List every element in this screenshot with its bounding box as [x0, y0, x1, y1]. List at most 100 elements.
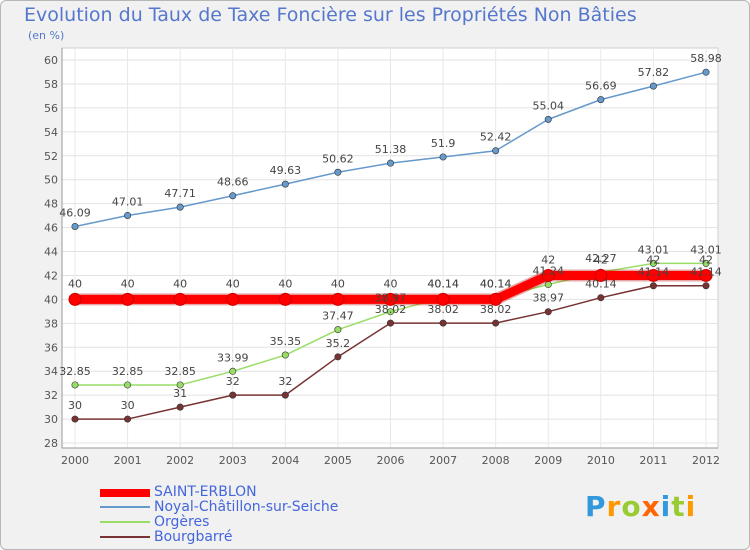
data-point [594, 268, 608, 282]
data-point [331, 292, 345, 306]
y-tick-label: 54 [44, 126, 58, 139]
data-point [699, 268, 713, 282]
data-point [71, 222, 79, 230]
y-tick-label: 36 [44, 341, 58, 354]
data-point [492, 319, 500, 327]
y-tick-label: 40 [44, 293, 58, 306]
x-tick-label: 2008 [482, 454, 510, 467]
legend-item-saint-erblon: SAINT-ERBLON [100, 484, 400, 500]
y-tick-label: 44 [44, 246, 58, 259]
x-tick-label: 2002 [166, 454, 194, 467]
y-tick-label: 30 [44, 413, 58, 426]
data-label: 40 [384, 277, 398, 290]
logo-letter: i [685, 490, 697, 523]
data-label: 40 [331, 277, 345, 290]
data-label: 51.9 [431, 137, 456, 150]
data-label: 55.04 [533, 99, 565, 112]
data-point [334, 168, 342, 176]
data-label: 58.98 [690, 52, 722, 65]
data-label: 47.01 [112, 195, 144, 208]
data-label: 41.24 [533, 265, 565, 278]
data-point [649, 82, 657, 90]
data-label: 46.09 [59, 206, 91, 219]
data-point [68, 292, 82, 306]
data-point [597, 294, 605, 302]
data-point [492, 147, 500, 155]
data-point [489, 292, 503, 306]
data-point [702, 68, 710, 76]
data-point [649, 282, 657, 290]
legend-label: SAINT-ERBLON [154, 484, 257, 500]
data-label: 40.14 [480, 278, 512, 291]
data-point [229, 192, 237, 200]
data-label: 41.14 [690, 266, 722, 279]
logo-letter: i [660, 490, 672, 523]
data-point [702, 259, 710, 267]
data-point [541, 268, 555, 282]
data-label: 40.14 [427, 277, 459, 290]
legend-label: Noyal-Châtillon-sur-Seiche [154, 499, 339, 515]
data-point [121, 292, 135, 306]
data-point [71, 415, 79, 423]
x-tick-label: 2010 [587, 454, 615, 467]
data-label: 31 [173, 387, 187, 400]
data-label: 48.66 [217, 176, 249, 189]
data-label: 32.85 [112, 365, 144, 378]
y-tick-label: 56 [44, 102, 58, 115]
data-point [173, 292, 187, 306]
data-label: 30 [121, 399, 135, 412]
data-label: 51.38 [375, 143, 407, 156]
data-label: 40 [68, 277, 82, 290]
x-tick-label: 2003 [219, 454, 247, 467]
proxiti-logo: Proxiti [585, 490, 696, 523]
data-label: 56.69 [585, 80, 617, 93]
data-point [334, 326, 342, 334]
data-label: 57.82 [638, 66, 670, 79]
data-label: 40 [173, 277, 187, 290]
data-label: 38.02 [480, 303, 512, 316]
data-point [229, 367, 237, 375]
data-point [124, 415, 132, 423]
y-tick-label: 46 [44, 222, 58, 235]
data-label: 35.2 [326, 337, 351, 350]
x-tick-label: 2012 [692, 454, 720, 467]
data-label: 32 [226, 375, 240, 388]
data-label: 38.02 [427, 303, 459, 316]
data-label: 38.97 [533, 292, 565, 305]
data-label: 40.14 [427, 278, 459, 291]
data-label: 40 [121, 277, 135, 290]
y-tick-label: 32 [44, 389, 58, 402]
data-label: 42 [594, 253, 608, 266]
data-label: 40 [226, 277, 240, 290]
data-label: 52.42 [480, 131, 512, 144]
data-point [229, 391, 237, 399]
x-tick-label: 2011 [639, 454, 667, 467]
data-label: 33.99 [217, 351, 249, 364]
x-tick-label: 2000 [61, 454, 89, 467]
data-point [71, 381, 79, 389]
logo-letter: t [671, 490, 686, 523]
data-label: 47.71 [164, 187, 196, 200]
data-label: 37.47 [322, 310, 354, 323]
chart-subtitle: (en %) [28, 29, 65, 42]
x-tick-label: 2009 [534, 454, 562, 467]
legend-swatch [100, 521, 150, 523]
data-point [439, 153, 447, 161]
x-tick-label: 2005 [324, 454, 352, 467]
x-tick-label: 2004 [271, 454, 299, 467]
chart-title: Evolution du Taux de Taxe Foncière sur l… [24, 4, 637, 26]
data-label: 41.14 [638, 266, 670, 279]
data-point [281, 391, 289, 399]
logo-letter: P [585, 490, 607, 523]
data-point [439, 319, 447, 327]
data-label: 32.85 [59, 365, 91, 378]
data-point [386, 159, 394, 167]
data-label: 38.02 [375, 303, 407, 316]
data-point [334, 353, 342, 361]
data-point [544, 308, 552, 316]
data-label: 50.62 [322, 152, 354, 165]
data-label: 40.14 [585, 278, 617, 291]
y-tick-label: 60 [44, 54, 58, 67]
legend-swatch [100, 506, 150, 508]
y-tick-label: 28 [44, 437, 58, 450]
